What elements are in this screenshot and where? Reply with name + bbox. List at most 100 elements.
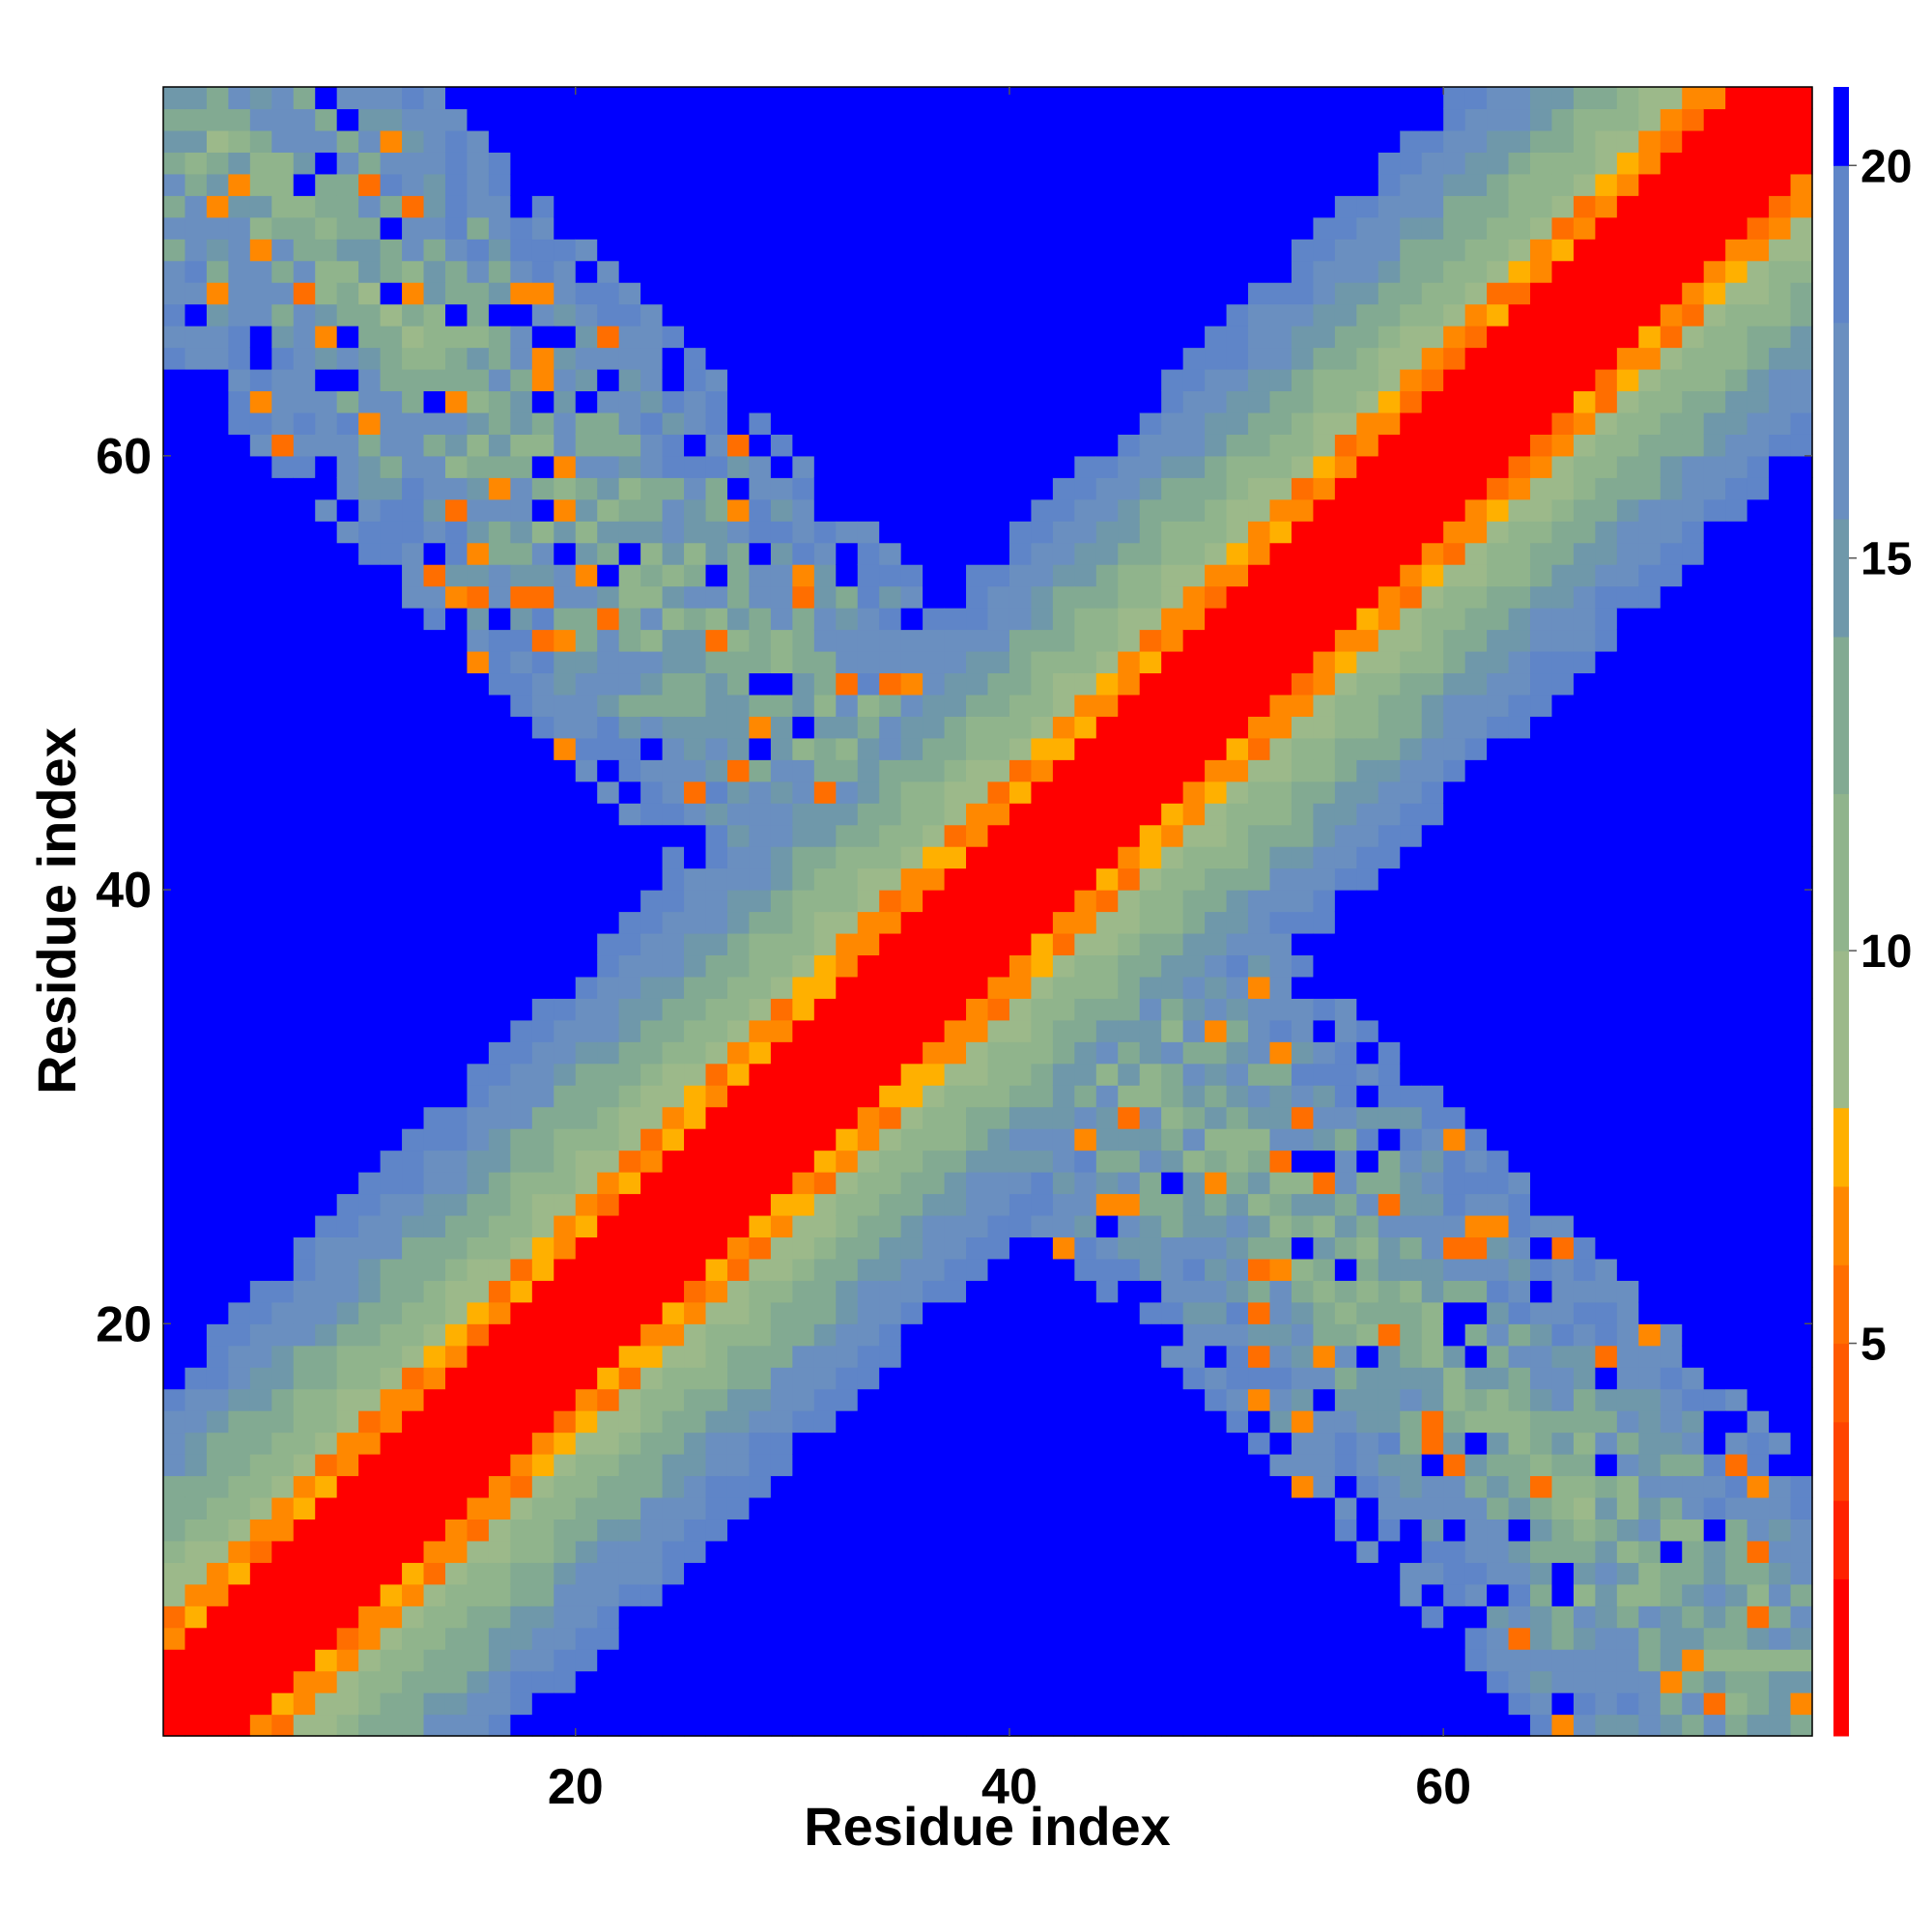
- heatmap-cell: [1269, 1388, 1293, 1411]
- heatmap-cell: [206, 1649, 229, 1672]
- heatmap-cell: [467, 846, 490, 869]
- heatmap-cell: [879, 911, 902, 934]
- heatmap-cell: [1248, 195, 1271, 218]
- heatmap-cell: [228, 477, 251, 500]
- heatmap-cell: [554, 629, 577, 652]
- heatmap-cell: [488, 498, 511, 522]
- heatmap-cell: [726, 1323, 751, 1347]
- heatmap-cell: [1443, 1172, 1466, 1195]
- heatmap-cell: [618, 867, 641, 891]
- heatmap-cell: [228, 1432, 251, 1455]
- heatmap-cell: [163, 1714, 186, 1737]
- heatmap-cell: [1074, 1649, 1097, 1672]
- heatmap-cell: [163, 1496, 186, 1520]
- heatmap-cell: [444, 1670, 469, 1693]
- heatmap-cell: [1139, 434, 1162, 457]
- heatmap-cell: [358, 108, 382, 131]
- heatmap-cell: [966, 737, 989, 760]
- heatmap-cell: [597, 542, 620, 565]
- heatmap-cell: [662, 650, 685, 674]
- heatmap-cell: [684, 564, 707, 587]
- heatmap-cell: [293, 1280, 316, 1303]
- heatmap-cell: [1573, 1345, 1596, 1368]
- heatmap-cell: [1205, 1301, 1228, 1324]
- heatmap-cell: [1226, 303, 1249, 327]
- heatmap-cell: [315, 173, 338, 196]
- heatmap-cell: [1508, 1475, 1531, 1498]
- heatmap-cell: [423, 1519, 446, 1542]
- heatmap-cell: [1313, 824, 1336, 847]
- heatmap-cell: [749, 368, 772, 392]
- heatmap-cell: [792, 1496, 815, 1520]
- heatmap-cell: [640, 390, 664, 413]
- heatmap-cell: [185, 650, 208, 674]
- heatmap-cell: [1269, 1496, 1293, 1520]
- heatmap-cell: [423, 629, 446, 652]
- heatmap-cell: [531, 890, 554, 913]
- heatmap-cell: [575, 326, 598, 349]
- heatmap-cell: [185, 564, 208, 587]
- heatmap-cell: [1182, 1540, 1206, 1563]
- heatmap-cell: [900, 498, 923, 522]
- heatmap-cell: [1400, 239, 1423, 262]
- heatmap-cell: [336, 932, 359, 956]
- heatmap-cell: [987, 434, 1010, 457]
- heatmap-cell: [1443, 129, 1466, 153]
- heatmap-cell: [380, 87, 403, 110]
- heatmap-cell: [1161, 87, 1184, 110]
- heatmap-cell: [554, 932, 577, 956]
- heatmap-cell: [923, 129, 946, 153]
- heatmap-cell: [597, 694, 620, 717]
- heatmap-cell: [1269, 1258, 1293, 1281]
- heatmap-cell: [1052, 1540, 1075, 1563]
- heatmap-cell: [444, 347, 469, 370]
- heatmap-cell: [749, 976, 772, 999]
- heatmap-cell: [792, 976, 815, 999]
- heatmap-cell: [554, 498, 577, 522]
- heatmap-cell: [770, 932, 793, 956]
- heatmap-cell: [554, 759, 577, 782]
- heatmap-cell: [1009, 477, 1033, 500]
- heatmap-cell: [467, 1714, 490, 1737]
- heatmap-cell: [1313, 1041, 1336, 1065]
- heatmap-cell: [510, 954, 533, 978]
- heatmap-cell: [467, 998, 490, 1021]
- heatmap-cell: [836, 1236, 859, 1260]
- heatmap-cell: [1205, 1670, 1228, 1693]
- heatmap-cell: [467, 260, 490, 283]
- heatmap-cell: [293, 954, 316, 978]
- heatmap-cell: [1464, 954, 1488, 978]
- heatmap-cell: [1464, 1367, 1488, 1390]
- heatmap-cell: [662, 1540, 685, 1563]
- heatmap-cell: [923, 412, 946, 435]
- heatmap-cell: [358, 911, 382, 934]
- heatmap-cell: [467, 1562, 490, 1585]
- heatmap-cell: [423, 1150, 446, 1173]
- heatmap-cell: [271, 976, 295, 999]
- heatmap-cell: [554, 1214, 577, 1238]
- heatmap-cell: [1400, 672, 1423, 696]
- heatmap-cell: [1182, 412, 1206, 435]
- heatmap-cell: [1009, 368, 1033, 392]
- heatmap-cell: [444, 1236, 469, 1260]
- heatmap-cell: [1551, 260, 1575, 283]
- heatmap-cell: [1139, 498, 1162, 522]
- heatmap-cell: [749, 412, 772, 435]
- heatmap-cell: [618, 911, 641, 934]
- heatmap-cell: [1248, 282, 1271, 305]
- heatmap-cell: [684, 890, 707, 913]
- heatmap-cell: [402, 1106, 425, 1129]
- heatmap-cell: [1248, 1106, 1271, 1129]
- heatmap-cell: [900, 716, 923, 739]
- heatmap-cell: [510, 629, 533, 652]
- heatmap-cell: [813, 1388, 837, 1411]
- heatmap-cell: [1118, 1583, 1141, 1606]
- heatmap-cell: [510, 1193, 533, 1216]
- heatmap-cell: [228, 152, 251, 175]
- heatmap-cell: [1009, 1367, 1033, 1390]
- heatmap-cell: [1378, 1128, 1401, 1151]
- heatmap-cell: [1487, 608, 1510, 631]
- heatmap-cell: [1291, 672, 1315, 696]
- heatmap-cell: [1205, 1019, 1228, 1042]
